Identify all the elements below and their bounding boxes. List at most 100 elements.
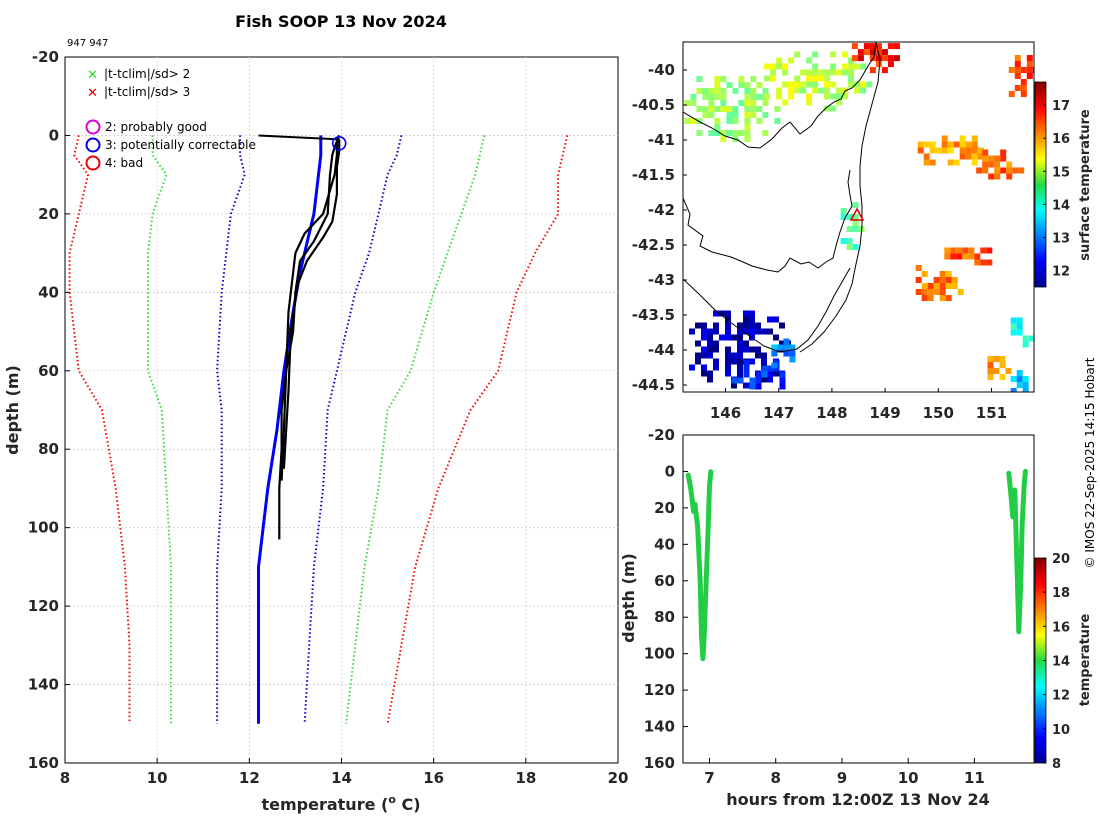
sst-pixel [812, 75, 819, 82]
sst-pixel [866, 81, 873, 88]
sst-pixel [840, 238, 847, 244]
time-tracks [685, 468, 1028, 662]
sst-pixel [789, 344, 796, 351]
sst-pixel [851, 43, 858, 50]
sst-pixel [776, 93, 783, 100]
sst-pixel [761, 352, 767, 359]
sst-pixel [750, 100, 757, 106]
sst-pixel [857, 55, 864, 62]
sst-pixel [749, 358, 755, 365]
sst-pixel [971, 135, 978, 142]
sst-pixel [743, 365, 750, 372]
sst-pixel [812, 63, 819, 70]
sst-pixel [812, 69, 819, 76]
sst-pixel [713, 310, 719, 317]
sst-pixel [771, 362, 778, 369]
sst-pixel [945, 283, 952, 289]
sst-pixel [1022, 341, 1029, 348]
sst-pixel [720, 100, 727, 106]
sst-pixel [1000, 155, 1007, 162]
sst-pixel [744, 88, 751, 94]
sst-pixel [749, 377, 756, 384]
sst-pixel [708, 94, 715, 100]
sst-pixel [851, 55, 858, 62]
sst-pixel [941, 147, 948, 154]
sst-pixel [953, 141, 960, 148]
sst-pixel [737, 340, 743, 347]
sst-pixel [713, 328, 719, 335]
sst-pixel [720, 94, 727, 100]
time-colorbar-ticks: 8 10 12 14 16 18 20 [1043, 552, 1070, 772]
sst-pixel [725, 352, 731, 359]
sst-pixel [994, 161, 1001, 168]
sst-pixel [994, 155, 1001, 162]
time-x-label: hours from 12:00Z 13 Nov 24 [726, 790, 989, 809]
sst-pixel [982, 161, 989, 168]
sst-pixel [915, 265, 922, 271]
sst-pixel [993, 368, 1000, 374]
sst-pixel [725, 322, 731, 329]
time-y-tick-label: 60 [654, 572, 675, 590]
sst-pixel [933, 289, 940, 295]
sst-pixel [794, 51, 801, 58]
sst-pixel [764, 63, 771, 70]
sst-pixel [773, 316, 779, 323]
sst-pixel [1014, 61, 1021, 67]
sst-pixel [755, 328, 761, 335]
sst-pixel [720, 106, 727, 112]
sst-pixel [982, 155, 989, 162]
sst-pixel [956, 253, 963, 260]
map-y-tick-label: -40 [648, 61, 675, 79]
sst-pixel [974, 259, 981, 266]
sst-pixel [830, 51, 837, 58]
time-y-label: depth (m) [619, 553, 638, 643]
sst-pixel [881, 67, 888, 74]
sst-pixel [994, 173, 1001, 180]
sst-pixel [720, 130, 727, 136]
sst-pixel [720, 136, 727, 142]
sst-pixel [915, 289, 922, 295]
sst-pixel [1016, 323, 1023, 330]
sst-pixel [788, 87, 795, 94]
sst-pixel [744, 118, 751, 124]
sst-pixel [846, 226, 853, 232]
sst-pixel [714, 106, 721, 112]
sst-pixel [725, 316, 731, 323]
sst-pixel [941, 135, 948, 142]
map-colorbar-tick-label: 15 [1052, 165, 1070, 180]
sst-pixel [959, 153, 966, 160]
sst-pixel [767, 376, 773, 383]
sst-pixel [776, 57, 783, 64]
sst-pixel [980, 247, 987, 254]
sst-pixel [756, 94, 763, 100]
sst-pixel [788, 81, 795, 88]
sst-pixel [744, 106, 751, 112]
sst-pixel [959, 141, 966, 148]
sst-pixel [726, 118, 733, 124]
sst-pixel [737, 334, 743, 341]
sst-pixel [875, 61, 882, 68]
sst-pixel [702, 106, 709, 112]
sst-map: 146 147 148 149 150 151 -40 -40.5 -41 -41.5 -42 -42… [632, 41, 1093, 422]
legend-circle-magenta-label: 2: probably good [105, 120, 207, 134]
time-y-tick-label: 0 [665, 462, 675, 480]
sst-pixel [737, 377, 744, 384]
sst-pixel [860, 81, 867, 88]
sst-pixel [923, 141, 930, 148]
sst-pixel [887, 61, 894, 68]
sst-pixel [690, 100, 697, 106]
sst-pixel [842, 93, 849, 100]
sst-pixel [756, 118, 763, 124]
sst-pixel [830, 81, 837, 88]
sst-pixel [732, 118, 739, 124]
sst-pixel [968, 247, 975, 254]
sst-pixel [929, 147, 936, 154]
time-colorbar-tick-label: 12 [1052, 689, 1070, 704]
sst-pixel [750, 94, 757, 100]
map-coastlines [683, 42, 881, 353]
sst-pixel [939, 283, 946, 289]
sst-pixel [737, 364, 743, 371]
sst-pixel [788, 93, 795, 100]
sst-pixel [1020, 85, 1027, 91]
time-colorbar-tick-label: 18 [1052, 586, 1070, 601]
